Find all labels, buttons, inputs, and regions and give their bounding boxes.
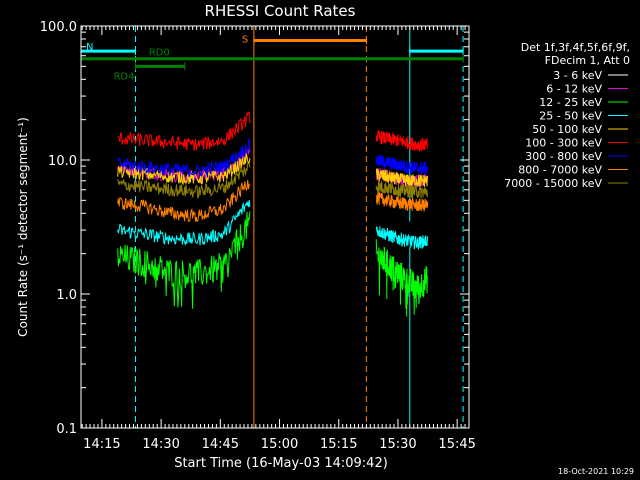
- x-tick-label: 14:30: [142, 437, 179, 452]
- status-bar-label: S: [242, 34, 248, 45]
- series-25-50-kev-line: [117, 199, 251, 247]
- legend-entry: 25 - 50 keV: [539, 110, 602, 123]
- axes: 0.1 1.0 10.0 100.0 14:15 14:30 14:45 15:00 15:15…: [40, 20, 476, 452]
- legend-entry: 100 - 300 keV: [525, 137, 602, 150]
- y-tick-label: 100.0: [40, 20, 77, 35]
- legend-entry: 3 - 6 keV: [553, 69, 602, 82]
- status-bar-label: RD4: [113, 71, 134, 82]
- x-axis-label: Start Time (16-May-03 14:09:42): [174, 456, 388, 471]
- legend-entry: 6 - 12 keV: [546, 83, 602, 96]
- series-300-800-kev-line: [117, 138, 251, 177]
- y-axis-label: Count Rate (s⁻¹ detector segment⁻¹): [16, 117, 30, 337]
- x-tick-label: 14:15: [83, 437, 120, 452]
- series-800-7000-kev-line: [117, 179, 251, 223]
- legend-entry: 50 - 100 keV: [532, 123, 602, 136]
- series-800-7000-kev-line: [375, 191, 429, 212]
- legend-header: FDecim 1, Att 0: [545, 54, 630, 67]
- series-6-12-kev-line: [376, 167, 429, 189]
- y-tick-label: 0.1: [56, 422, 77, 437]
- series-7000-15000-kev-line: [375, 180, 429, 199]
- series-7000-15000-kev-line: [117, 163, 251, 199]
- series-3-6-kev-line: [375, 182, 429, 261]
- x-tick-label: 15:15: [320, 437, 357, 452]
- legend-header: Det 1f,3f,4f,5f,6f,9f,: [521, 41, 630, 54]
- status-bar-label: RD0: [149, 48, 170, 59]
- series-12-25-kev-line: [117, 211, 251, 309]
- x-tick-label: 15:45: [438, 437, 475, 452]
- series-100-300-kev-line: [375, 129, 429, 152]
- y-tick-label: 1.0: [56, 288, 77, 303]
- plot-frame: [80, 25, 470, 429]
- series-300-800-kev-line: [375, 154, 429, 176]
- legend-entry: 800 - 7000 keV: [518, 164, 602, 177]
- legend-entry: 7000 - 15000 keV: [504, 177, 602, 190]
- x-tick-label: 15:30: [379, 437, 416, 452]
- series-25-50-kev-line: [375, 226, 429, 250]
- status-bar-label: N: [86, 42, 93, 53]
- chart-title: RHESSI Count Rates: [205, 2, 356, 20]
- x-tick-label: 14:45: [202, 437, 239, 452]
- series-50-100-kev-line: [375, 168, 429, 188]
- y-tick-label: 10.0: [48, 154, 77, 169]
- x-tick-label: 15:00: [261, 437, 298, 452]
- legend-entry: 300 - 800 keV: [525, 150, 602, 163]
- timestamp: 18-Oct-2021 10:29: [558, 467, 634, 476]
- series-12-25-kev-line: [375, 239, 429, 317]
- series-100-300-kev-line: [117, 111, 251, 152]
- plot-area: N S RD0 RD4: [80, 26, 464, 428]
- legend-entry: 12 - 25 keV: [539, 96, 602, 109]
- legend: Det 1f,3f,4f,5f,6f,9f,FDecim 1, Att 0 3 -…: [504, 41, 630, 190]
